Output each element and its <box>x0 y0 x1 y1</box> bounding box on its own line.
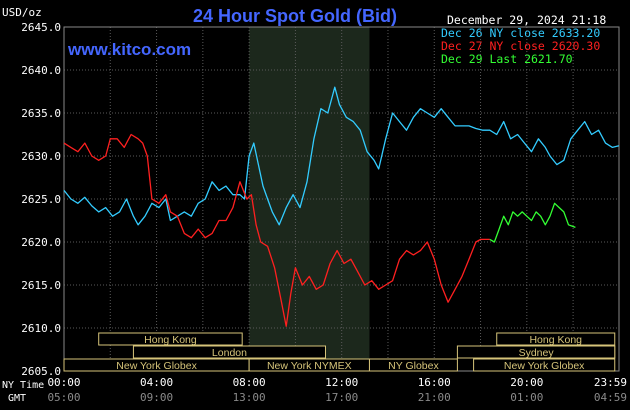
x-tick-label-ny: 23:59 <box>594 376 627 389</box>
x-tick-label-gmt: 09:00 <box>140 391 173 404</box>
x-label-gmt: GMT <box>8 393 26 404</box>
x-tick-label-ny: 00:00 <box>47 376 80 389</box>
y-tick-label: 2610.0 <box>21 322 61 335</box>
y-tick-label: 2620.0 <box>21 236 61 249</box>
session-label: New York NYMEX <box>267 360 352 372</box>
chart-title: 24 Hour Spot Gold (Bid) <box>193 6 397 26</box>
session-label: Hong Kong <box>529 334 582 346</box>
session-label: New York Globex <box>116 360 197 372</box>
y-tick-label: 2630.0 <box>21 150 61 163</box>
x-tick-label-ny: 20:00 <box>510 376 543 389</box>
x-tick-labels: 00:00 05:00 04:00 09:00 08:00 13:00 12:00 17:00… <box>47 376 627 404</box>
session-label: NY Globex <box>388 360 439 372</box>
y-tick-label: 2625.0 <box>21 193 61 206</box>
session-label: Hong Kong <box>144 334 197 346</box>
y-tick-label: 2645.0 <box>21 21 61 34</box>
x-tick-label-ny: 16:00 <box>418 376 451 389</box>
x-tick-label-gmt: 21:00 <box>418 391 451 404</box>
x-tick-label-gmt: 13:00 <box>233 391 266 404</box>
y-tick-label: 2640.0 <box>21 64 61 77</box>
x-tick-label-ny: 08:00 <box>233 376 266 389</box>
session-box <box>496 332 616 346</box>
legend-entry-dec29: Dec 29 Last 2621.70 <box>441 52 573 66</box>
watermark: www.kitco.com <box>67 40 191 59</box>
x-tick-label-gmt: 05:00 <box>47 391 80 404</box>
session-label: New York Globex <box>504 360 585 372</box>
y-tick-label: 2635.0 <box>21 107 61 120</box>
x-tick-label-gmt: 01:00 <box>510 391 543 404</box>
session-label: London <box>212 347 247 359</box>
x-tick-label-gmt: 04:59 <box>594 391 627 404</box>
session-box <box>132 345 326 359</box>
x-tick-label-gmt: 17:00 <box>325 391 358 404</box>
series-line-dec-27 <box>63 133 490 327</box>
series-line-dec-29 <box>489 202 576 243</box>
y-tick-labels: 2645.0 2640.0 2635.0 2630.0 2625.0 2620.0 2615… <box>21 21 61 378</box>
session-label: Sydney <box>519 347 555 359</box>
y-tick-label: 2615.0 <box>21 279 61 292</box>
series-lines <box>63 86 620 327</box>
legend-entry-dec27: Dec 27 NY close 2620.30 <box>441 39 600 53</box>
x-tick-label-ny: 12:00 <box>325 376 358 389</box>
x-tick-label-ny: 04:00 <box>140 376 173 389</box>
session-box <box>368 358 458 372</box>
y-axis-label: USD/oz <box>2 6 42 19</box>
session-box <box>456 345 616 359</box>
series-line-dec-26 <box>63 86 620 226</box>
session-box <box>98 332 243 346</box>
x-label-ny-time: NY Time <box>2 380 44 391</box>
y-tick-label: 2605.0 <box>21 365 61 378</box>
timestamp: December 29, 2024 21:18 <box>447 13 606 27</box>
session-box <box>473 358 616 372</box>
legend-entry-dec26: Dec 26 NY close 2633.20 <box>441 26 600 40</box>
